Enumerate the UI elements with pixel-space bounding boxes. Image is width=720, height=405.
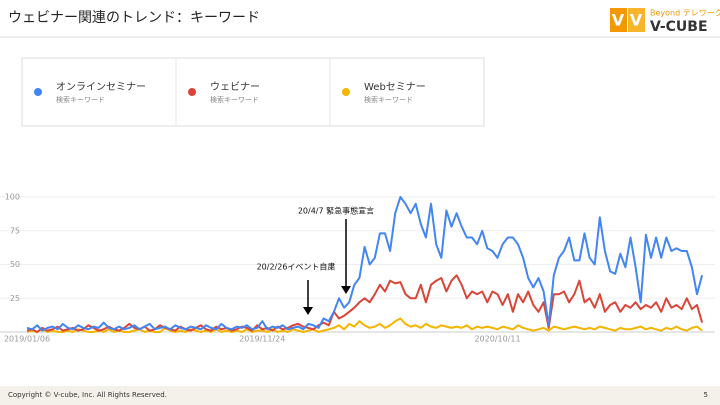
legend-sublabel: 検索キーワード xyxy=(210,95,259,104)
x-tick-label: 2019/01/06 xyxy=(4,335,50,344)
annotation-arrowhead xyxy=(341,286,351,294)
legend-box xyxy=(21,57,485,127)
legend-swatch xyxy=(342,88,350,96)
logo-name: V-CUBE xyxy=(650,19,708,35)
annotation: 20/2/26イベント自粛 xyxy=(257,262,336,272)
footer-band xyxy=(0,386,720,405)
y-tick-label: 50 xyxy=(10,260,20,269)
legend-swatch xyxy=(188,88,196,96)
logo: V V Beyond テレワーク V-CUBE xyxy=(610,8,720,35)
legend-label: オンラインセミナー xyxy=(56,81,146,93)
legend-label: ウェビナー xyxy=(210,81,260,93)
series-line xyxy=(26,274,704,333)
series-line xyxy=(26,196,704,332)
logo-mark: V xyxy=(630,11,643,30)
legend-swatch xyxy=(34,88,42,96)
legend-sublabel: 検索キーワード xyxy=(56,95,105,104)
logo-block xyxy=(628,8,645,32)
annotation-arrowhead xyxy=(303,307,313,315)
y-tick-label: 100 xyxy=(5,193,20,202)
legend-label: Webセミナー xyxy=(364,81,426,93)
y-tick-label: 25 xyxy=(10,294,20,303)
logo-tagline: Beyond テレワーク xyxy=(650,9,720,18)
page-number: 5 xyxy=(704,391,708,399)
y-tick-label: 75 xyxy=(10,226,20,235)
legend-sublabel: 検索キーワード xyxy=(364,95,413,104)
x-tick-label: 2019/11/24 xyxy=(239,335,285,344)
x-tick-label: 2020/10/11 xyxy=(474,335,520,344)
logo-block xyxy=(610,8,627,32)
logo-mark: V xyxy=(612,11,625,30)
copyright: Copyright © V-cube, Inc. All Rights Rese… xyxy=(8,391,167,399)
annotation: 20/4/7 緊急事態宣言 xyxy=(298,206,374,216)
slide-title: ウェビナー関連のトレンド：キーワード xyxy=(8,10,260,26)
